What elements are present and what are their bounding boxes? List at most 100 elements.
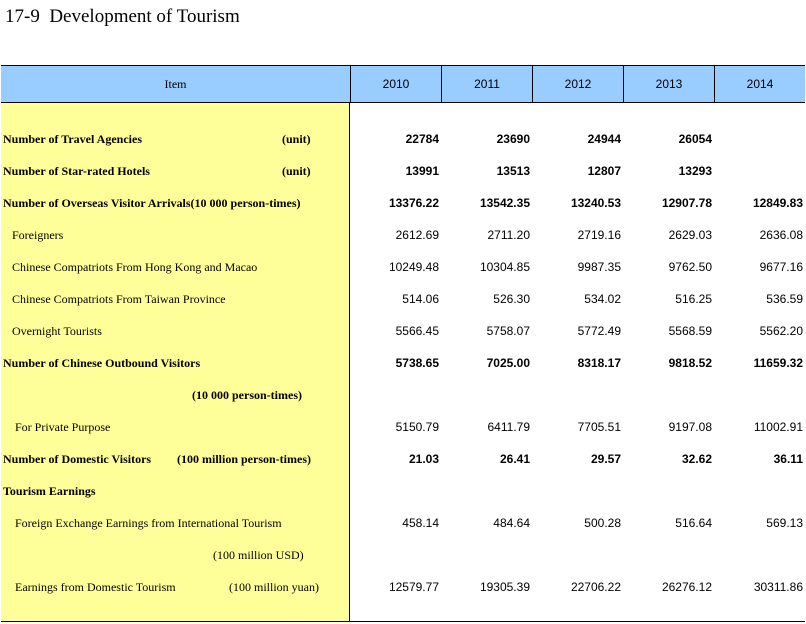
cell-value-2014: 536.59 [766, 292, 803, 306]
cell-value-2013: 13293 [678, 164, 712, 178]
page-title: 17-9 Development of Tourism [5, 6, 240, 27]
cell-value-2010: 2612.69 [395, 228, 439, 242]
table-row: Chinese Compatriots From Hong Kong and M… [1, 251, 805, 283]
cell-value-2011: 2711.20 [487, 228, 531, 242]
cell-value-2011: 7025.00 [486, 356, 530, 370]
cell-value-2010: 21.03 [408, 452, 439, 466]
cell-value-2011: 484.64 [493, 516, 530, 530]
table-row: For Private Purpose 5150.79 6411.79 7705.51… [1, 411, 805, 443]
cell-value-2010: 5566.45 [395, 324, 439, 338]
cell-value-2014: 30311.86 [753, 580, 803, 594]
cell-value-2011: 13513 [496, 164, 530, 178]
cell-value-2010: 22784 [405, 132, 439, 146]
cell-value-2012: 22706.22 [570, 580, 621, 594]
cell-value-2012: 12807 [587, 164, 621, 178]
cell-value-2013 [632, 475, 712, 507]
cell-value-2013: 516.25 [675, 292, 712, 306]
table-row: Number of Chinese Outbound Visitors 5738.… [1, 347, 805, 379]
cell-value-2011: 10304.85 [479, 260, 530, 274]
table-row: Foreign Exchange Earnings from Internati… [1, 507, 805, 539]
row-unit: (unit) [282, 164, 311, 178]
table-row: (100 million USD) [1, 539, 805, 571]
table-row: Number of Domestic Visitors (100 million … [1, 443, 805, 475]
cell-value-2010: 458.14 [402, 516, 439, 530]
row-label: Overnight Tourists [12, 324, 102, 338]
cell-value-2013: 9818.52 [668, 356, 712, 370]
header-year-2012: 2012 [532, 66, 623, 102]
table-row: Tourism Earnings [1, 475, 805, 507]
table-header: Item 2010 2011 2012 2013 2014 [1, 65, 805, 103]
cell-value-2011: 26.41 [499, 452, 530, 466]
row-label: Number of Star-rated Hotels [3, 164, 150, 178]
table-row: Earnings from Domestic Tourism (100 milli… [1, 571, 805, 603]
cell-value-2013: 12907.78 [661, 196, 712, 210]
table-row: Number of Travel Agencies (unit) 22784 2369… [1, 123, 805, 155]
row-unit: (unit) [282, 132, 311, 146]
table-row: Foreigners 2612.69 2711.20 2719.16 2629.03 26… [1, 219, 805, 251]
cell-value-2014: 9677.16 [759, 260, 803, 274]
cell-value-2011: 13542.35 [479, 196, 530, 210]
item-column-background [1, 103, 350, 622]
cell-value-2013: 516.64 [675, 516, 712, 530]
header-year-2013: 2013 [623, 66, 714, 102]
cell-value-2010: 13991 [405, 164, 439, 178]
cell-value-2012: 534.02 [584, 292, 621, 306]
row-label: Number of Overseas Visitor Arrivals(10 0… [3, 196, 301, 210]
cell-value-2013: 2629.03 [668, 228, 712, 242]
row-label: Tourism Earnings [3, 484, 96, 498]
cell-value-2012 [541, 475, 621, 507]
cell-value-2014: 12849.83 [752, 196, 803, 210]
cell-value-2012: 8318.17 [577, 356, 621, 370]
header-item: Item [164, 77, 187, 91]
cell-value-2011 [450, 539, 530, 571]
row-unit: (100 million person-times) [177, 452, 311, 466]
table-row: (10 000 person-times) [1, 379, 805, 411]
header-year-2010: 2010 [350, 66, 441, 102]
cell-value-2014 [723, 379, 803, 411]
cell-value-2010 [359, 539, 439, 571]
row-label: Foreigners [12, 228, 64, 242]
header-year-2011: 2011 [441, 66, 532, 102]
cell-value-2011: 5758.07 [486, 324, 530, 338]
table-row: Chinese Compatriots From Taiwan Province… [1, 283, 805, 315]
row-unit: (100 million USD) [213, 548, 304, 562]
cell-value-2010 [359, 379, 439, 411]
cell-value-2014: 569.13 [766, 516, 803, 530]
row-label: Chinese Compatriots From Taiwan Province [12, 292, 226, 306]
cell-value-2014: 2636.08 [759, 228, 803, 242]
cell-value-2014 [723, 123, 803, 155]
cell-value-2014 [723, 475, 803, 507]
cell-value-2012: 2719.16 [577, 228, 621, 242]
table-bottom-border [1, 621, 805, 622]
cell-value-2013: 5568.59 [668, 324, 712, 338]
cell-value-2011: 19305.39 [479, 580, 530, 594]
cell-value-2014: 11659.32 [753, 356, 803, 370]
cell-value-2014: 36.11 [773, 452, 803, 466]
cell-value-2013 [632, 539, 712, 571]
cell-value-2012: 13240.53 [570, 196, 621, 210]
cell-value-2010: 514.06 [402, 292, 439, 306]
cell-value-2012 [541, 379, 621, 411]
cell-value-2014: 5562.20 [759, 324, 803, 338]
cell-value-2014 [723, 539, 803, 571]
cell-value-2013: 26054 [678, 132, 712, 146]
cell-value-2010: 13376.22 [388, 196, 439, 210]
row-label: Number of Travel Agencies [3, 132, 142, 146]
cell-value-2011: 526.30 [493, 292, 530, 306]
cell-value-2013 [632, 379, 712, 411]
cell-value-2012: 9987.35 [577, 260, 621, 274]
tourism-table: Item 2010 2011 2012 2013 2014 Number of … [1, 65, 805, 622]
cell-value-2012: 500.28 [584, 516, 621, 530]
cell-value-2013: 26276.12 [661, 580, 712, 594]
cell-value-2014: 11002.91 [753, 420, 803, 434]
row-unit: (10 000 person-times) [192, 388, 302, 402]
cell-value-2010: 12579.77 [388, 580, 439, 594]
row-label: Earnings from Domestic Tourism [15, 580, 176, 594]
cell-value-2013: 32.62 [681, 452, 712, 466]
cell-value-2010: 5150.79 [395, 420, 439, 434]
cell-value-2012: 5772.49 [577, 324, 621, 338]
row-label: Chinese Compatriots From Hong Kong and M… [12, 260, 258, 274]
row-unit: (100 million yuan) [229, 580, 319, 594]
cell-value-2010: 5738.65 [395, 356, 439, 370]
cell-value-2010: 10249.48 [388, 260, 439, 274]
